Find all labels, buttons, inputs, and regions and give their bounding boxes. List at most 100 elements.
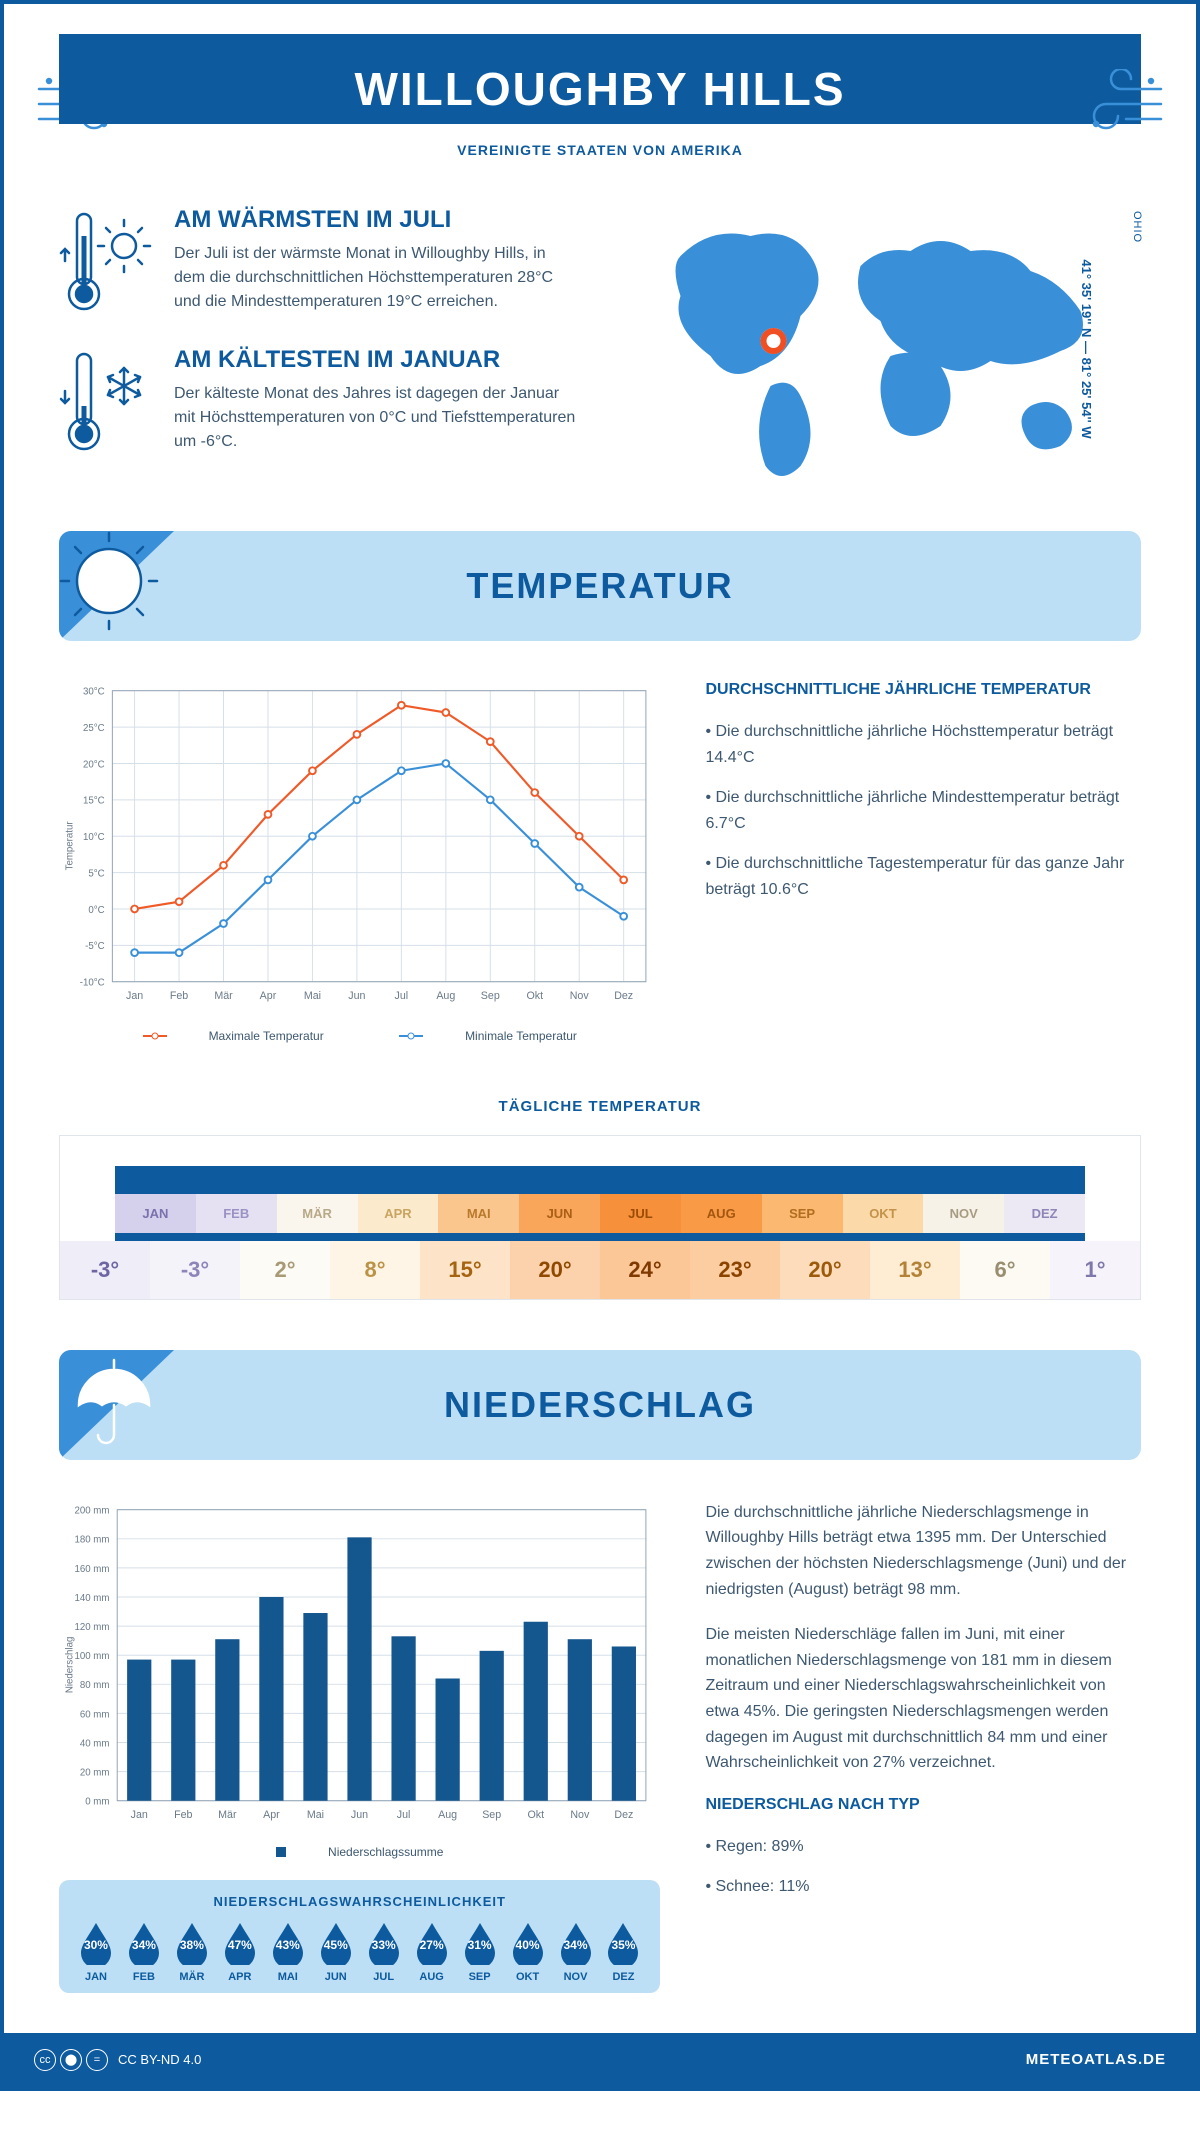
raindrop-icon: 40% <box>510 1921 546 1965</box>
svg-text:Jun: Jun <box>348 990 365 1002</box>
prob-item: 45% JUN <box>313 1921 359 1983</box>
daily-value-cell: 1° <box>1050 1241 1140 1299</box>
prob-item: 43% MAI <box>265 1921 311 1983</box>
svg-text:Feb: Feb <box>170 990 188 1002</box>
legend-precip: Niederschlagssumme <box>258 1845 461 1859</box>
svg-text:20°C: 20°C <box>83 759 105 770</box>
coldest-description: Der kälteste Monat des Jahres ist dagege… <box>174 382 580 454</box>
svg-text:160 mm: 160 mm <box>74 1564 109 1575</box>
state-label: OHIO <box>1131 211 1143 243</box>
prob-month: JUN <box>313 1971 359 1983</box>
coldest-text: AM KÄLTESTEN IM JANUAR Der kälteste Mona… <box>174 346 580 456</box>
prob-month: MÄR <box>169 1971 215 1983</box>
prob-month: APR <box>217 1971 263 1983</box>
svg-text:Apr: Apr <box>263 1809 280 1821</box>
prob-month: DEZ <box>600 1971 646 1983</box>
svg-text:140 mm: 140 mm <box>74 1593 109 1604</box>
daily-value-cell: 2° <box>240 1241 330 1299</box>
legend-min: Minimale Temperatur <box>381 1029 595 1043</box>
prob-value: 27% <box>420 1938 444 1952</box>
raindrop-icon: 47% <box>222 1921 258 1965</box>
svg-text:Temperatur: Temperatur <box>65 821 76 871</box>
prob-item: 47% APR <box>217 1921 263 1983</box>
sun-header-icon <box>59 531 189 641</box>
license-text: CC BY-ND 4.0 <box>118 2052 201 2067</box>
svg-text:Aug: Aug <box>438 1809 457 1821</box>
daily-month-cell: MÄR <box>277 1194 358 1233</box>
svg-text:Mai: Mai <box>307 1809 324 1821</box>
daily-temp-header-row: JANFEBMÄRAPRMAIJUNJULAUGSEPOKTNOVDEZ <box>115 1166 1085 1241</box>
svg-text:Aug: Aug <box>436 990 455 1002</box>
svg-text:Sep: Sep <box>481 990 500 1002</box>
temp-chart-legend: Maximale Temperatur Minimale Temperatur <box>59 1016 660 1043</box>
prob-value: 38% <box>180 1938 204 1952</box>
precipitation-bar-chart: 0 mm20 mm40 mm60 mm80 mm100 mm120 mm140 … <box>59 1500 660 1830</box>
infographic-container: WILLOUGHBY HILLS VEREINIGTE STAATEN VON … <box>0 0 1200 2091</box>
svg-text:Mär: Mär <box>218 1809 237 1821</box>
prob-item: 35% DEZ <box>600 1921 646 1983</box>
svg-text:Nov: Nov <box>570 1809 590 1821</box>
precip-type-heading: NIEDERSCHLAG NACH TYP <box>705 1796 1141 1814</box>
daily-temp-heading: TÄGLICHE TEMPERATUR <box>4 1098 1196 1115</box>
prob-value: 34% <box>132 1938 156 1952</box>
prob-value: 30% <box>84 1938 108 1952</box>
daily-month-cell: MAI <box>438 1194 519 1233</box>
prob-heading: NIEDERSCHLAGSWAHRSCHEINLICHKEIT <box>73 1894 646 1909</box>
svg-text:40 mm: 40 mm <box>80 1738 110 1749</box>
daily-month-cell: JUL <box>600 1194 681 1233</box>
svg-text:60 mm: 60 mm <box>80 1709 110 1720</box>
prob-value: 31% <box>468 1938 492 1952</box>
svg-text:100 mm: 100 mm <box>74 1651 109 1662</box>
daily-value-cell: 13° <box>870 1241 960 1299</box>
svg-text:25°C: 25°C <box>83 723 105 734</box>
svg-text:-5°C: -5°C <box>85 941 104 952</box>
svg-text:Jun: Jun <box>351 1809 368 1821</box>
legend-max: Maximale Temperatur <box>125 1029 342 1043</box>
temperature-text-column: DURCHSCHNITTLICHE JÄHRLICHE TEMPERATUR D… <box>705 681 1141 1043</box>
precip-type-item: Regen: 89% <box>705 1834 1141 1860</box>
svg-text:Okt: Okt <box>526 990 543 1002</box>
map-column: 41° 35' 19'' N — 81° 25' 54'' W OHIO <box>620 206 1141 491</box>
prob-value: 43% <box>276 1938 300 1952</box>
svg-text:Jul: Jul <box>395 990 409 1002</box>
thermometer-sun-icon <box>59 206 154 316</box>
by-icon: ⬤ <box>60 2049 82 2071</box>
prob-grid: 30% JAN 34% FEB 38% MÄR 47% APR 43% MAI … <box>73 1921 646 1983</box>
daily-value-cell: 23° <box>690 1241 780 1299</box>
svg-text:80 mm: 80 mm <box>80 1680 110 1691</box>
precipitation-content: 0 mm20 mm40 mm60 mm80 mm100 mm120 mm140 … <box>4 1460 1196 2033</box>
precip-type-item: Schnee: 11% <box>705 1874 1141 1900</box>
svg-text:15°C: 15°C <box>83 796 105 807</box>
daily-value-cell: 20° <box>510 1241 600 1299</box>
svg-text:-10°C: -10°C <box>80 978 105 989</box>
prob-item: 27% AUG <box>409 1921 455 1983</box>
daily-value-cell: 15° <box>420 1241 510 1299</box>
svg-text:Mai: Mai <box>304 990 321 1002</box>
temperature-content: -10°C-5°C0°C5°C10°C15°C20°C25°C30°CJanFe… <box>4 641 1196 1083</box>
precipitation-title: NIEDERSCHLAG <box>444 1384 756 1426</box>
location-marker-icon <box>761 328 787 354</box>
world-map-icon <box>620 206 1141 486</box>
raindrop-icon: 31% <box>462 1921 498 1965</box>
raindrop-icon: 30% <box>78 1921 114 1965</box>
svg-text:0°C: 0°C <box>88 905 104 916</box>
svg-text:30°C: 30°C <box>83 687 105 698</box>
daily-month-cell: JUN <box>519 1194 600 1233</box>
prob-item: 30% JAN <box>73 1921 119 1983</box>
daily-month-cell: DEZ <box>1004 1194 1085 1233</box>
raindrop-icon: 27% <box>414 1921 450 1965</box>
warmest-heading: AM WÄRMSTEN IM JULI <box>174 206 580 234</box>
avg-temp-item: Die durchschnittliche jährliche Höchstte… <box>705 719 1141 770</box>
raindrop-icon: 43% <box>270 1921 306 1965</box>
thermometer-snow-icon <box>59 346 154 456</box>
avg-temp-item: Die durchschnittliche Tagestemperatur fü… <box>705 851 1141 902</box>
svg-text:0 mm: 0 mm <box>85 1796 109 1807</box>
prob-item: 40% OKT <box>505 1921 551 1983</box>
prob-value: 33% <box>372 1938 396 1952</box>
svg-text:10°C: 10°C <box>83 832 105 843</box>
prob-item: 33% JUL <box>361 1921 407 1983</box>
header-banner: WILLOUGHBY HILLS <box>59 34 1141 124</box>
temperature-title: TEMPERATUR <box>466 565 733 607</box>
daily-value-cell: 6° <box>960 1241 1050 1299</box>
nd-icon: = <box>86 2049 108 2071</box>
